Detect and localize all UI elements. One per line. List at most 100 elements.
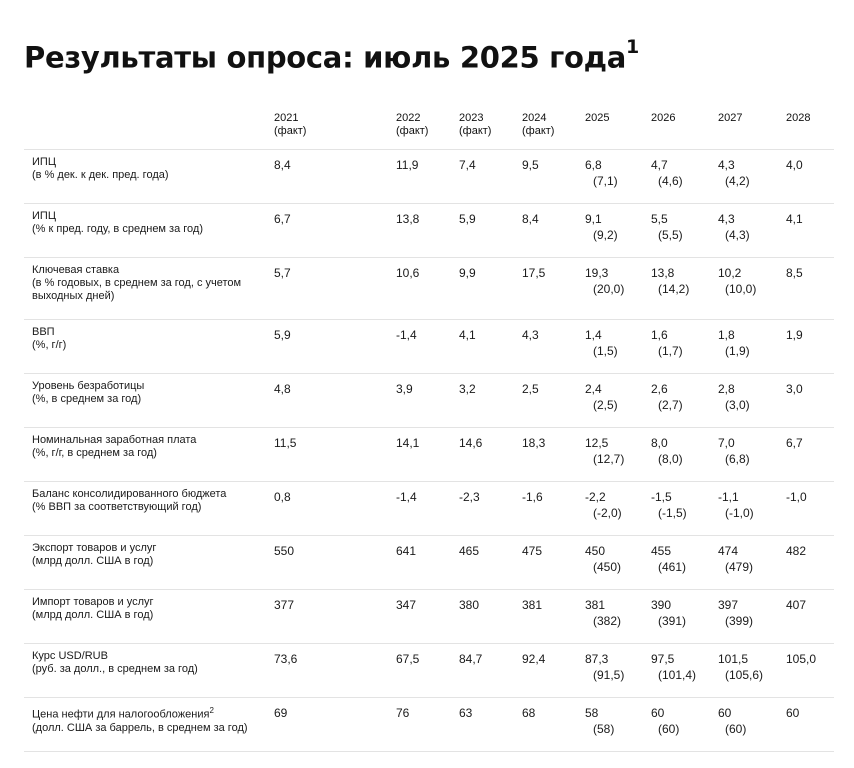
- row-indicator-name: Экспорт товаров и услуг: [32, 542, 157, 554]
- table-row: Уровень безработицы (%, в среднем за год)…: [24, 374, 834, 428]
- cell-value: 73,6: [274, 652, 298, 666]
- cell-value: 7,0: [718, 436, 735, 450]
- cell-value: 19,3: [585, 266, 609, 280]
- cell-value: 3,2: [459, 382, 476, 396]
- row-label: Баланс консолидированного бюджета (% ВВП …: [32, 488, 262, 514]
- cell-value: 5,9: [459, 212, 476, 226]
- cell-previous-value: (461): [658, 560, 687, 574]
- cell-value: 9,9: [459, 266, 476, 280]
- row-divider: [24, 257, 834, 258]
- cell-previous-value: (105,6): [725, 668, 764, 682]
- cell-value: 84,7: [459, 652, 483, 666]
- cell-previous-value: (1,7): [658, 344, 683, 358]
- cell-value: 8,0: [651, 436, 668, 450]
- cell-value: 390: [651, 598, 672, 612]
- cell-value: 69: [274, 706, 288, 720]
- cell-previous-value: (382): [593, 614, 622, 628]
- cell-value: 5,9: [274, 328, 291, 342]
- cell-value: -1,6: [522, 490, 543, 504]
- table-row: Цена нефти для налогообложения2 (долл. СШ…: [24, 698, 834, 752]
- column-note: (факт): [459, 125, 492, 137]
- cell-value: 105,0: [786, 652, 817, 666]
- cell-value: 9,1: [585, 212, 602, 226]
- cell-value: 455: [651, 544, 672, 558]
- cell-value: 76: [396, 706, 410, 720]
- row-indicator-name: Импорт товаров и услуг: [32, 596, 154, 608]
- column-year: 2025: [585, 112, 610, 124]
- cell-previous-value: (5,5): [658, 228, 683, 242]
- cell-value: 381: [585, 598, 606, 612]
- cell-value: 5,5: [651, 212, 668, 226]
- row-indicator-name: Баланс консолидированного бюджета: [32, 488, 227, 500]
- row-indicator-unit: (% ВВП за соответствующий год): [32, 501, 202, 513]
- row-indicator-name: Номинальная заработная плата: [32, 434, 197, 446]
- column-header-0: 2021 (факт): [274, 112, 306, 138]
- column-header-5: 2026: [651, 112, 675, 125]
- column-note: (факт): [396, 125, 429, 137]
- table-row: ИПЦ (% к пред. году, в среднем за год) 6,7…: [24, 204, 834, 258]
- cell-value: 6,8: [585, 158, 602, 172]
- cell-value: 5,7: [274, 266, 291, 280]
- cell-previous-value: (4,6): [658, 174, 683, 188]
- cell-previous-value: (60): [658, 722, 680, 736]
- cell-value: 381: [522, 598, 543, 612]
- cell-value: 4,8: [274, 382, 291, 396]
- cell-value: -1,4: [396, 490, 417, 504]
- cell-value: 101,5: [718, 652, 749, 666]
- row-label: Номинальная заработная плата (%, г/г, в с…: [32, 434, 262, 460]
- cell-value: 6,7: [786, 436, 803, 450]
- cell-value: 482: [786, 544, 807, 558]
- cell-value: 550: [274, 544, 295, 558]
- table-row: Номинальная заработная плата (%, г/г, в с…: [24, 428, 834, 482]
- cell-value: -1,0: [786, 490, 807, 504]
- cell-value: 17,5: [522, 266, 546, 280]
- cell-previous-value: (3,0): [725, 398, 750, 412]
- cell-value: 60: [651, 706, 665, 720]
- cell-previous-value: (12,7): [593, 452, 625, 466]
- row-divider: [24, 427, 834, 428]
- cell-value: 7,4: [459, 158, 476, 172]
- cell-value: 475: [522, 544, 543, 558]
- row-divider: [24, 751, 834, 752]
- row-indicator-unit: (руб. за долл., в среднем за год): [32, 663, 198, 675]
- column-year: 2024: [522, 112, 547, 124]
- cell-previous-value: (4,2): [725, 174, 750, 188]
- row-label: Курс USD/RUB (руб. за долл., в среднем за…: [32, 650, 262, 676]
- cell-previous-value: (450): [593, 560, 622, 574]
- row-label: Экспорт товаров и услуг (млрд долл. США в…: [32, 542, 262, 568]
- title-footnote-marker: 1: [626, 36, 639, 58]
- cell-value: 2,5: [522, 382, 539, 396]
- cell-value: 3,0: [786, 382, 803, 396]
- row-divider: [24, 319, 834, 320]
- column-year: 2022: [396, 112, 421, 124]
- column-header-4: 2025: [585, 112, 609, 125]
- cell-value: 377: [274, 598, 295, 612]
- cell-value: 4,3: [718, 158, 735, 172]
- cell-value: 3,9: [396, 382, 413, 396]
- table-row: Экспорт товаров и услуг (млрд долл. США в…: [24, 536, 834, 590]
- cell-value: 60: [786, 706, 800, 720]
- cell-value: 10,2: [718, 266, 742, 280]
- cell-value: -2,3: [459, 490, 480, 504]
- cell-value: -1,5: [651, 490, 672, 504]
- cell-value: 8,4: [274, 158, 291, 172]
- cell-value: 63: [459, 706, 473, 720]
- cell-value: 474: [718, 544, 739, 558]
- cell-value: 10,6: [396, 266, 420, 280]
- row-divider: [24, 373, 834, 374]
- cell-value: 4,7: [651, 158, 668, 172]
- row-label: Ключевая ставка (в % годовых, в среднем з…: [32, 264, 262, 303]
- cell-value: 4,1: [459, 328, 476, 342]
- row-label: ВВП (%, г/г): [32, 326, 262, 352]
- row-indicator-unit: (в % годовых, в среднем за год, с учетом…: [32, 277, 242, 302]
- row-indicator-unit: (%, г/г): [32, 339, 67, 351]
- row-indicator-unit: (в % дек. к дек. пред. года): [32, 169, 169, 181]
- cell-value: 6,7: [274, 212, 291, 226]
- cell-value: 2,8: [718, 382, 735, 396]
- table-row: Ключевая ставка (в % годовых, в среднем з…: [24, 258, 834, 320]
- cell-value: 1,6: [651, 328, 668, 342]
- cell-value: 13,8: [396, 212, 420, 226]
- row-indicator-unit: (%, г/г, в среднем за год): [32, 447, 157, 459]
- column-header-1: 2022 (факт): [396, 112, 428, 138]
- row-indicator-unit: (% к пред. году, в среднем за год): [32, 223, 203, 235]
